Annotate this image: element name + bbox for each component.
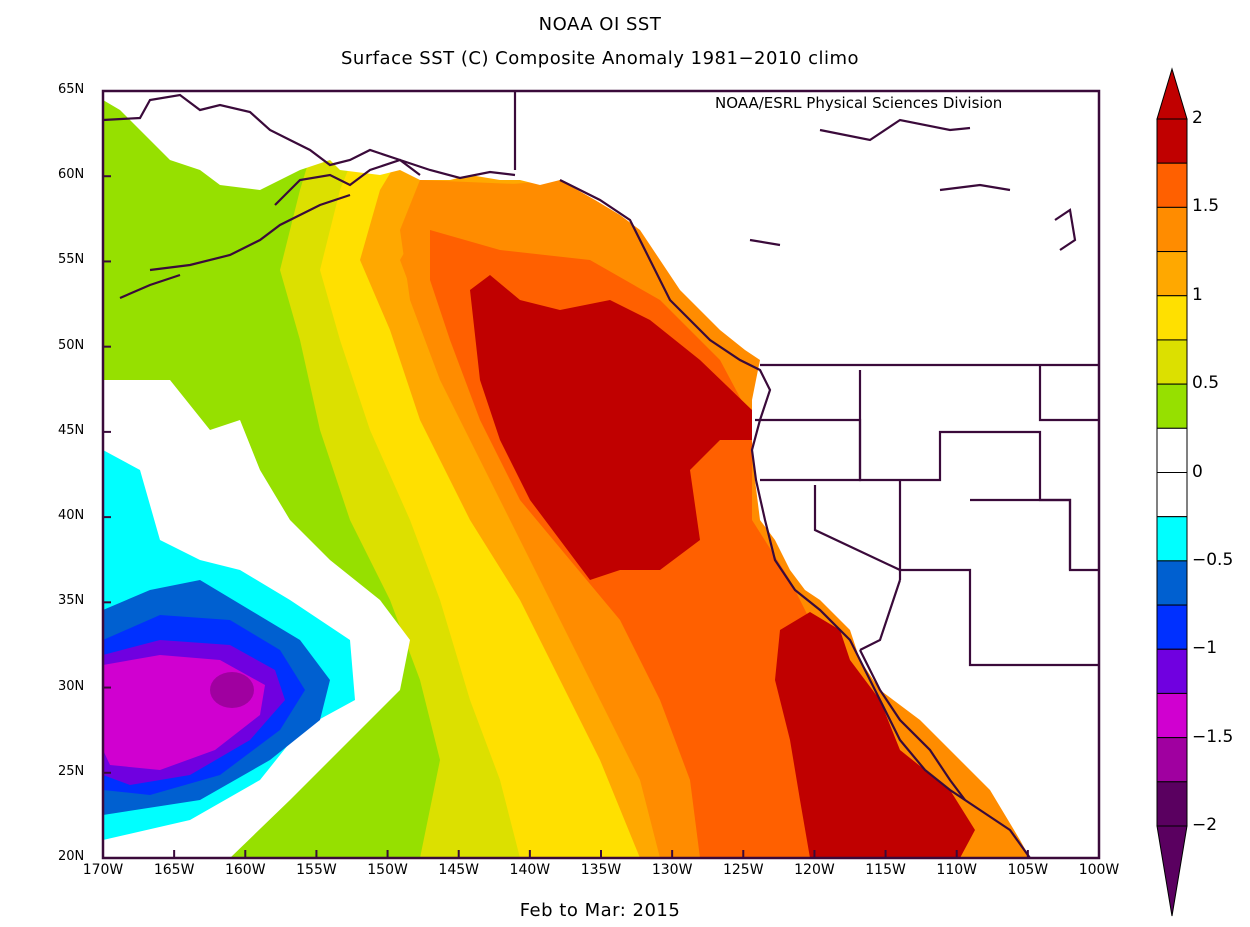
colorbar-label: 0.5: [1192, 373, 1220, 394]
colorbar-swatch: [1156, 737, 1188, 783]
lon-tick-label: 115W: [865, 862, 906, 878]
colorbar-swatch: [1156, 206, 1188, 253]
axis-ticks: [102, 90, 1100, 859]
colorbar-swatch: [1156, 781, 1188, 827]
colorbar-label: 1: [1192, 284, 1203, 305]
lon-tick-label: 125W: [722, 862, 764, 878]
colorbar-swatch: [1156, 118, 1188, 164]
colorbar-label: −2: [1192, 815, 1218, 835]
anomaly-region: [775, 612, 975, 858]
lon-tick-label: 145W: [438, 862, 479, 878]
lat-tick-label: 35N: [58, 593, 85, 609]
lat-tick-label: 40N: [58, 508, 85, 524]
lat-tick-label: 20N: [58, 849, 85, 864]
lon-tick-label: 160W: [224, 862, 266, 878]
lon-tick-label: 130W: [651, 862, 693, 878]
figure-subtitle: Surface SST (C) Composite Anomaly 1981−2…: [340, 48, 860, 69]
lon-tick-label: 110W: [936, 862, 977, 878]
colorbar-label: −1.5: [1192, 726, 1234, 747]
colorbar-swatch: [1156, 560, 1188, 606]
colorbar-label: 0: [1192, 461, 1203, 482]
colorbar-swatch: [1156, 692, 1188, 739]
anomaly-field: [103, 91, 1099, 858]
colorbar-swatch: [1156, 427, 1188, 473]
colorbar-swatch: [1156, 472, 1188, 518]
lat-tick-label: 30N: [58, 678, 85, 694]
lon-tick-label: 165W: [153, 862, 195, 878]
colorbar-label: 1.5: [1192, 196, 1220, 217]
lon-tick-label: 100W: [1078, 862, 1120, 878]
colorbar: [1156, 67, 1188, 917]
colorbar-label: −0.5: [1192, 549, 1234, 570]
colorbar-swatch: [1156, 516, 1188, 562]
lon-tick-label: 120W: [794, 862, 835, 878]
lon-tick-label: 155W: [296, 862, 337, 878]
colorbar-max-arrow: [1156, 67, 1188, 120]
colorbar-swatch: [1156, 648, 1188, 694]
colorbar-swatch: [1156, 295, 1188, 341]
lat-tick-label: 50N: [58, 337, 85, 353]
lat-tick-label: 55N: [58, 252, 85, 268]
colorbar-swatch: [1156, 383, 1188, 429]
lon-tick-label: 170W: [82, 862, 124, 878]
lon-tick-label: 135W: [580, 862, 622, 878]
lon-tick-label: 105W: [1007, 862, 1049, 878]
credit-text: NOAA/ESRL Physical Sciences Division: [715, 94, 1003, 112]
colorbar-swatch: [1156, 162, 1188, 208]
colorbar-label: 2: [1192, 108, 1203, 128]
coastlines: [103, 91, 1099, 858]
lat-tick-label: 45N: [58, 422, 85, 438]
lat-tick-label: 25N: [58, 763, 85, 779]
colorbar-label: −1: [1192, 638, 1218, 659]
lon-tick-label: 140W: [509, 862, 551, 878]
anomaly-region: [470, 275, 752, 580]
period-caption: Feb to Mar: 2015: [519, 900, 681, 921]
anomaly-region: [210, 672, 254, 708]
colorbar-swatch: [1156, 251, 1188, 297]
figure-title: NOAA OI SST: [538, 14, 662, 35]
land-mask: [103, 91, 1099, 858]
colorbar-swatch: [1156, 604, 1188, 650]
lon-tick-label: 150W: [367, 862, 408, 878]
colorbar-swatch: [1156, 339, 1188, 385]
lat-tick-label: 60N: [58, 167, 85, 183]
colorbar-min-arrow: [1156, 825, 1188, 917]
lat-tick-label: 65N: [58, 82, 85, 97]
